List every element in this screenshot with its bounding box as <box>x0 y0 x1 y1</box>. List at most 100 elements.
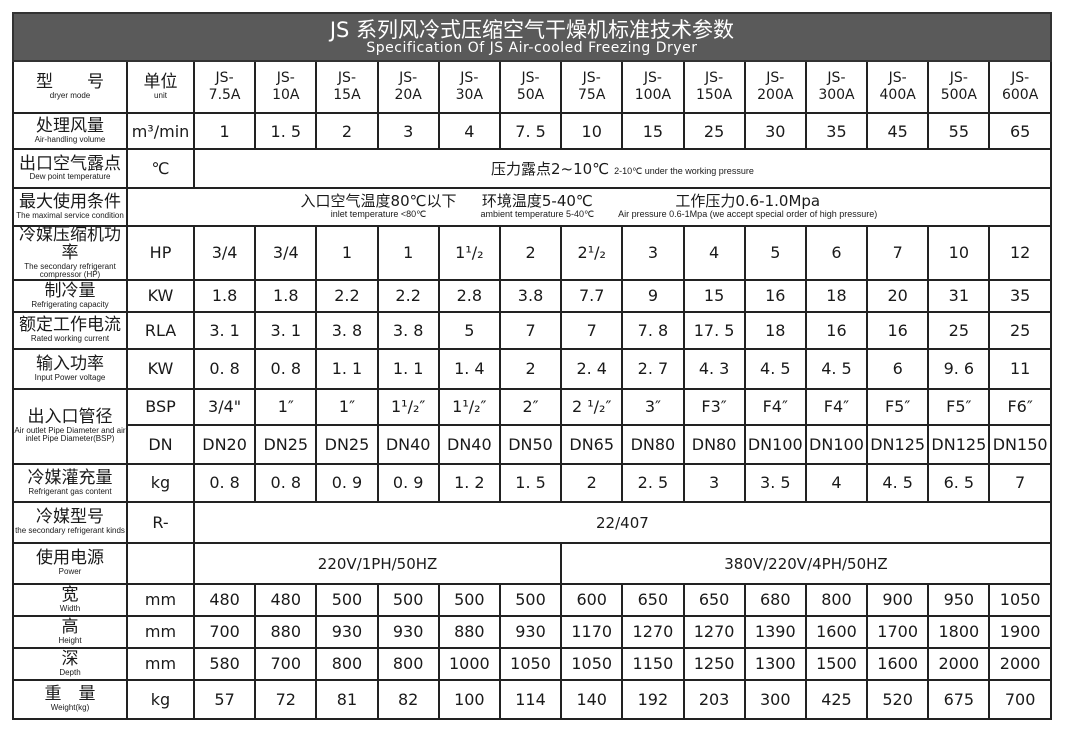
model-name: 20A <box>394 87 422 103</box>
unit-cell: kg <box>126 462 195 503</box>
value-cell: 3/4" <box>192 387 257 426</box>
model-cell: JS- 100A <box>621 60 685 114</box>
table-row: 处理风量 Air-handling volume m³/min 1 1. 5 2 3 4 7. … <box>12 112 1052 150</box>
value-cell: 500 <box>315 582 379 617</box>
value-cell: 2 ¹/₂″ <box>560 387 624 426</box>
value-cell: 2. 4 <box>560 347 624 390</box>
model-cell: JS- 500A <box>927 60 991 114</box>
unit-cell: m³/min <box>126 112 195 150</box>
label-en: Air outlet Pipe Diameter and air inlet P… <box>14 426 126 444</box>
value-cell: 1900 <box>988 614 1052 649</box>
row-label: 处理风量 Air-handling volume <box>12 112 128 150</box>
value-cell: DN125 <box>927 423 991 465</box>
value-cell: DN100 <box>743 423 807 465</box>
value-cell: 4. 5 <box>804 347 869 390</box>
value-cell: 100 <box>437 678 501 720</box>
row-label: 重 量 Weight(kg) <box>12 678 128 720</box>
value-cell: 930 <box>376 614 440 649</box>
merged-sub: 2-10℃ under the working pressure <box>614 166 754 176</box>
value-cell: 1500 <box>804 646 869 681</box>
value-cell: 1700 <box>866 614 930 649</box>
value-cell: 1150 <box>621 646 685 681</box>
value-cell: 45 <box>866 112 930 150</box>
model-cell: JS- 20A <box>376 60 440 114</box>
label-en: unit <box>154 90 167 100</box>
value-cell: DN40 <box>376 423 440 465</box>
value-cell: 1. 2 <box>437 462 501 503</box>
row-label: 最大使用条件 The maximal service condition <box>12 187 128 227</box>
model-prefix: JS- <box>766 69 785 86</box>
merged-cell: 380V/220V/4PH/50HZ <box>560 541 1052 585</box>
condition-sub: Air pressure 0.6-1Mpa (we accept special… <box>618 209 878 220</box>
value-cell: 1300 <box>743 646 807 681</box>
value-cell: F3″ <box>682 387 746 426</box>
value-cell: 4. 3 <box>682 347 746 390</box>
value-cell: 16 <box>743 278 807 313</box>
value-cell: 7 <box>498 310 563 350</box>
value-cell: 55 <box>927 112 991 150</box>
value-cell: DN100 <box>804 423 869 465</box>
value-cell: 2000 <box>927 646 991 681</box>
value-cell: 500 <box>437 582 501 617</box>
value-cell: 7 <box>988 462 1052 503</box>
value-cell: 7. 8 <box>621 310 685 350</box>
value-cell: 5 <box>437 310 501 350</box>
value-cell: F6″ <box>988 387 1052 426</box>
label-en: The secondary refrigerant compressor (HP… <box>24 261 116 279</box>
value-cell: 1. 4 <box>437 347 501 390</box>
model-name: 200A <box>757 87 794 103</box>
merged-main: 22/407 <box>596 513 649 532</box>
model-prefix: JS- <box>1011 69 1030 86</box>
value-cell: 930 <box>315 614 379 649</box>
model-name: 150A <box>695 87 733 103</box>
value-cell: 3. 5 <box>743 462 807 503</box>
label-cn: 出入口管径 <box>27 407 113 428</box>
label-en: Rated working current <box>30 334 110 344</box>
label-cn: 高 <box>61 616 79 637</box>
value-cell: DN25 <box>254 423 318 465</box>
label-cn: 重 量 <box>44 684 96 705</box>
value-cell: 600 <box>560 582 624 617</box>
table-row: 最大使用条件 The maximal service condition 入口空气温… <box>12 187 1052 227</box>
table-row: 制冷量 Refrigerating capacity KW 1.8 1.8 2.2 2.2 2… <box>12 278 1052 313</box>
condition-main: 工作压力0.6-1.0Mpa <box>675 192 821 211</box>
value-cell: 3. 8 <box>315 310 379 350</box>
value-cell: 7.7 <box>560 278 624 313</box>
value-cell: 10 <box>927 225 991 281</box>
value-cell: 1¹/₂ <box>437 225 501 281</box>
label-cn: 处理风量 <box>36 116 104 137</box>
value-cell: 2 <box>315 112 379 150</box>
table-title: JS 系列风冷式压缩空气干燥机标准技术参数 Specification Of J… <box>12 12 1052 62</box>
model-cell: JS- 400A <box>866 60 930 114</box>
value-cell: 203 <box>682 678 746 720</box>
unit-cell: KW <box>126 347 195 390</box>
label-en: Air-handling volume <box>34 134 106 144</box>
value-cell: 72 <box>254 678 318 720</box>
model-prefix: JS- <box>215 69 234 86</box>
label-en: Height <box>58 635 82 645</box>
label-cn: 单位 <box>143 72 178 93</box>
table-row: 冷媒压缩机功率 The secondary refrigerant compres… <box>12 225 1052 281</box>
value-cell: 3 <box>376 112 440 150</box>
value-cell: 9. 6 <box>927 347 991 390</box>
value-cell: 114 <box>498 678 563 720</box>
model-cell: JS- 7.5A <box>192 60 257 114</box>
value-cell: 65 <box>988 112 1052 150</box>
title-row: JS 系列风冷式压缩空气干燥机标准技术参数 Specification Of J… <box>12 12 1052 62</box>
table-row: 冷媒灌充量 Refrigerant gas content kg 0. 8 0. 8 0.… <box>12 462 1052 503</box>
label-en: the secondary refrigerant kinds <box>15 526 125 536</box>
value-cell: 700 <box>988 678 1052 720</box>
value-cell: 1800 <box>927 614 991 649</box>
label-cn: 额定工作电流 <box>19 315 121 336</box>
row-label: 深 Depth <box>12 646 128 681</box>
merged-main: 380V/220V/4PH/50HZ <box>724 554 888 573</box>
unit-cell: mm <box>126 582 195 617</box>
value-cell: 500 <box>376 582 440 617</box>
value-cell: 3. 1 <box>254 310 318 350</box>
value-cell: 700 <box>192 614 257 649</box>
value-cell: DN40 <box>437 423 501 465</box>
row-label: 宽 Width <box>12 582 128 617</box>
value-cell: 900 <box>866 582 930 617</box>
value-cell: 18 <box>804 278 869 313</box>
unit-cell: KW <box>126 278 195 313</box>
